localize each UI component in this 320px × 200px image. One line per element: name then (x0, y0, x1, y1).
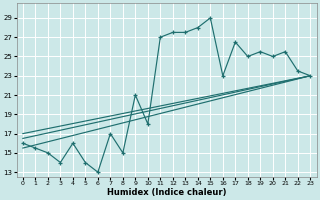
X-axis label: Humidex (Indice chaleur): Humidex (Indice chaleur) (107, 188, 226, 197)
